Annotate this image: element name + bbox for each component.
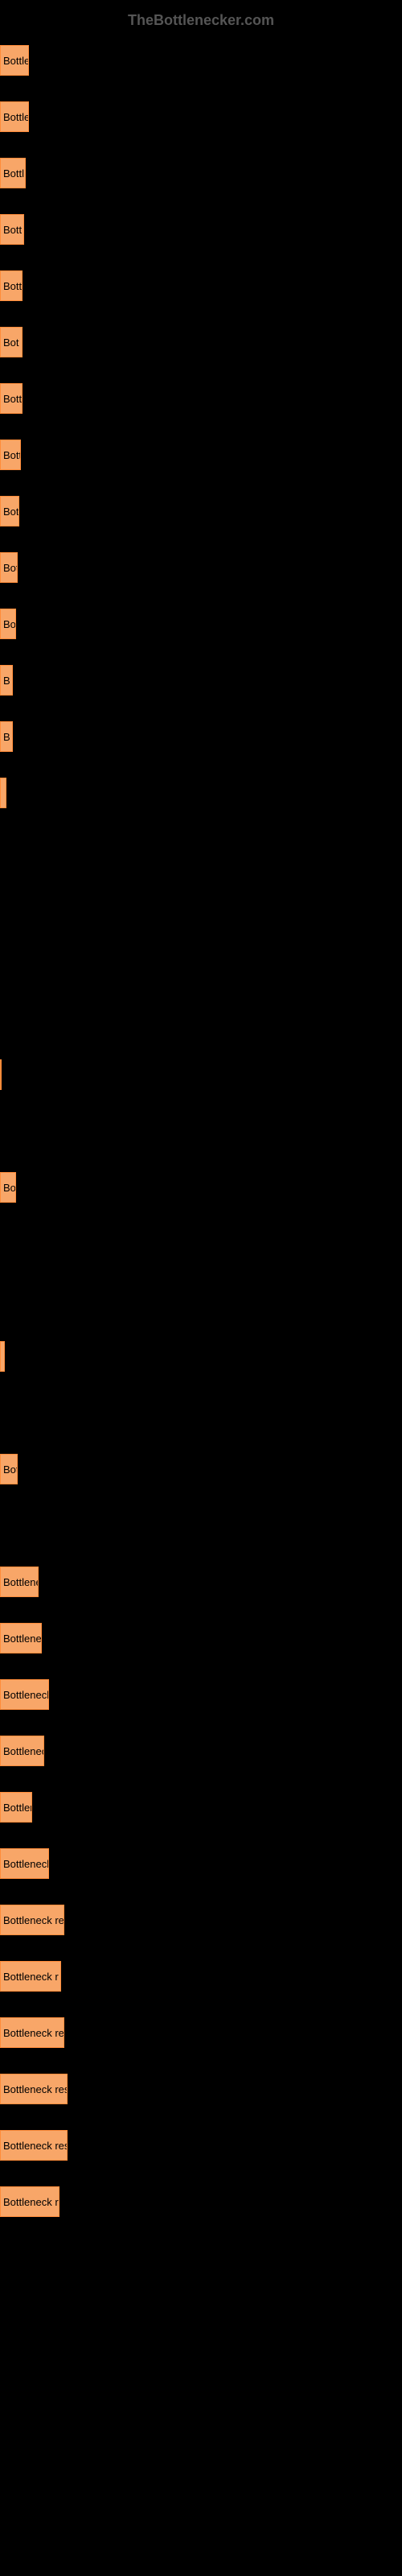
bar-row: Bottleneck re (0, 2017, 402, 2048)
bar-row: B (0, 665, 402, 696)
chart-bar: Bot (0, 327, 23, 357)
bar-label: Bottleneck r (3, 1971, 59, 1983)
chart-bar: Bottle (0, 45, 29, 76)
bar-row: Bottleneck r (0, 2186, 402, 2217)
bar-label: Bottlenec (3, 1745, 44, 1757)
chart-bar: Bot (0, 552, 18, 583)
bar-row: Bottlene (0, 1567, 402, 1597)
bar-label: B (3, 675, 10, 687)
chart-bar: Bottl (0, 440, 21, 470)
bar-row: Bott (0, 214, 402, 245)
bar-label: Bot (3, 562, 18, 574)
bar-row: Bottle (0, 101, 402, 132)
bar-row: Bottleneck res (0, 2074, 402, 2104)
chart-bar: Bottleneck re (0, 1905, 64, 1935)
bar-label: Bot (3, 506, 19, 518)
bar-label: Bot (3, 336, 19, 349)
bar-label: Bottleneck re (3, 2027, 64, 2039)
bar-label: Bottleneck re (3, 1914, 64, 1926)
chart-bar: Bottleneck r (0, 2186, 59, 2217)
bar-label: Bottl (3, 167, 24, 180)
bar-row: Bot (0, 327, 402, 357)
bar-chart: Bottle Bottle Bottl Bott Bottl Bot Bottl Bottl B… (0, 45, 402, 2217)
chart-bar: Bottleneck (0, 1679, 49, 1710)
bar-row: Bot (0, 496, 402, 526)
bar-label: Bott (3, 224, 22, 236)
bar-label: Bottleneck r (3, 2196, 59, 2208)
bar-label: Bot (3, 1463, 18, 1476)
bar-row: Bottl (0, 158, 402, 188)
chart-bar: Bottlenec (0, 1623, 42, 1653)
chart-bar: Bottleneck res (0, 2074, 68, 2104)
bar-row: Bottleneck res (0, 2130, 402, 2161)
bar-row (0, 778, 402, 808)
chart-bar: Bot (0, 496, 19, 526)
bar-row: Bottleneck r (0, 1961, 402, 1992)
chart-bar: Bott (0, 214, 24, 245)
bar-label: Bottleneck res (3, 2140, 68, 2152)
bar-row: Bottl (0, 383, 402, 414)
bar-row: Bottler (0, 1792, 402, 1823)
chart-bar: Bottl (0, 383, 23, 414)
chart-bar: B (0, 721, 13, 752)
chart-bar: Bo (0, 1172, 16, 1203)
bar-label: Bottleneck (3, 1689, 49, 1701)
bar-row: Bot (0, 1454, 402, 1484)
bar-row (0, 1341, 402, 1372)
bar-row: Bot (0, 552, 402, 583)
bar-row: B (0, 721, 402, 752)
chart-bar: Bottleneck re (0, 2017, 64, 2048)
chart-bar: Bottlenec (0, 1736, 44, 1766)
bar-label: B (3, 731, 10, 743)
chart-bar: Bottl (0, 158, 26, 188)
chart-bar: B (0, 665, 13, 696)
chart-bar: Bottl (0, 270, 23, 301)
bar-label: Bottle (3, 111, 29, 123)
bar-row: Bottleneck re (0, 1905, 402, 1935)
chart-bar: Bo (0, 609, 16, 639)
bar-label: Bottl (3, 393, 23, 405)
bar-row: Bo (0, 1172, 402, 1203)
chart-bar: Bottleneck res (0, 2130, 68, 2161)
bar-label: Bo (3, 1182, 16, 1194)
bar-label: Bottle (3, 55, 29, 67)
bar-label: Bottleneck res (3, 2083, 68, 2095)
chart-bar: Bottle (0, 101, 29, 132)
bar-row: Bottl (0, 440, 402, 470)
bar-label: Bottleneck (3, 1858, 49, 1870)
chart-bar (0, 778, 6, 808)
site-header: TheBottlenecker.com (0, 8, 402, 33)
bar-row (0, 1059, 402, 1090)
bar-label: Bottler (3, 1802, 32, 1814)
bar-row: Bottlenec (0, 1623, 402, 1653)
chart-bar: Bottleneck r (0, 1961, 61, 1992)
bar-label: Bottl (3, 280, 23, 292)
bar-row: Bottle (0, 45, 402, 76)
chart-bar: Bot (0, 1454, 18, 1484)
bar-label: Bottlene (3, 1576, 39, 1588)
chart-bar: Bottleneck (0, 1848, 49, 1879)
chart-bar (0, 1341, 5, 1372)
bar-label: Bottl (3, 449, 21, 461)
bar-row: Bottlenec (0, 1736, 402, 1766)
chart-bar: Bottler (0, 1792, 32, 1823)
bar-label: Bottlenec (3, 1633, 42, 1645)
bar-row: Bottl (0, 270, 402, 301)
bar-row: Bottleneck (0, 1848, 402, 1879)
chart-bar (0, 1059, 2, 1090)
bar-row: Bo (0, 609, 402, 639)
bar-row: Bottleneck (0, 1679, 402, 1710)
chart-bar: Bottlene (0, 1567, 39, 1597)
bar-label: Bo (3, 618, 16, 630)
